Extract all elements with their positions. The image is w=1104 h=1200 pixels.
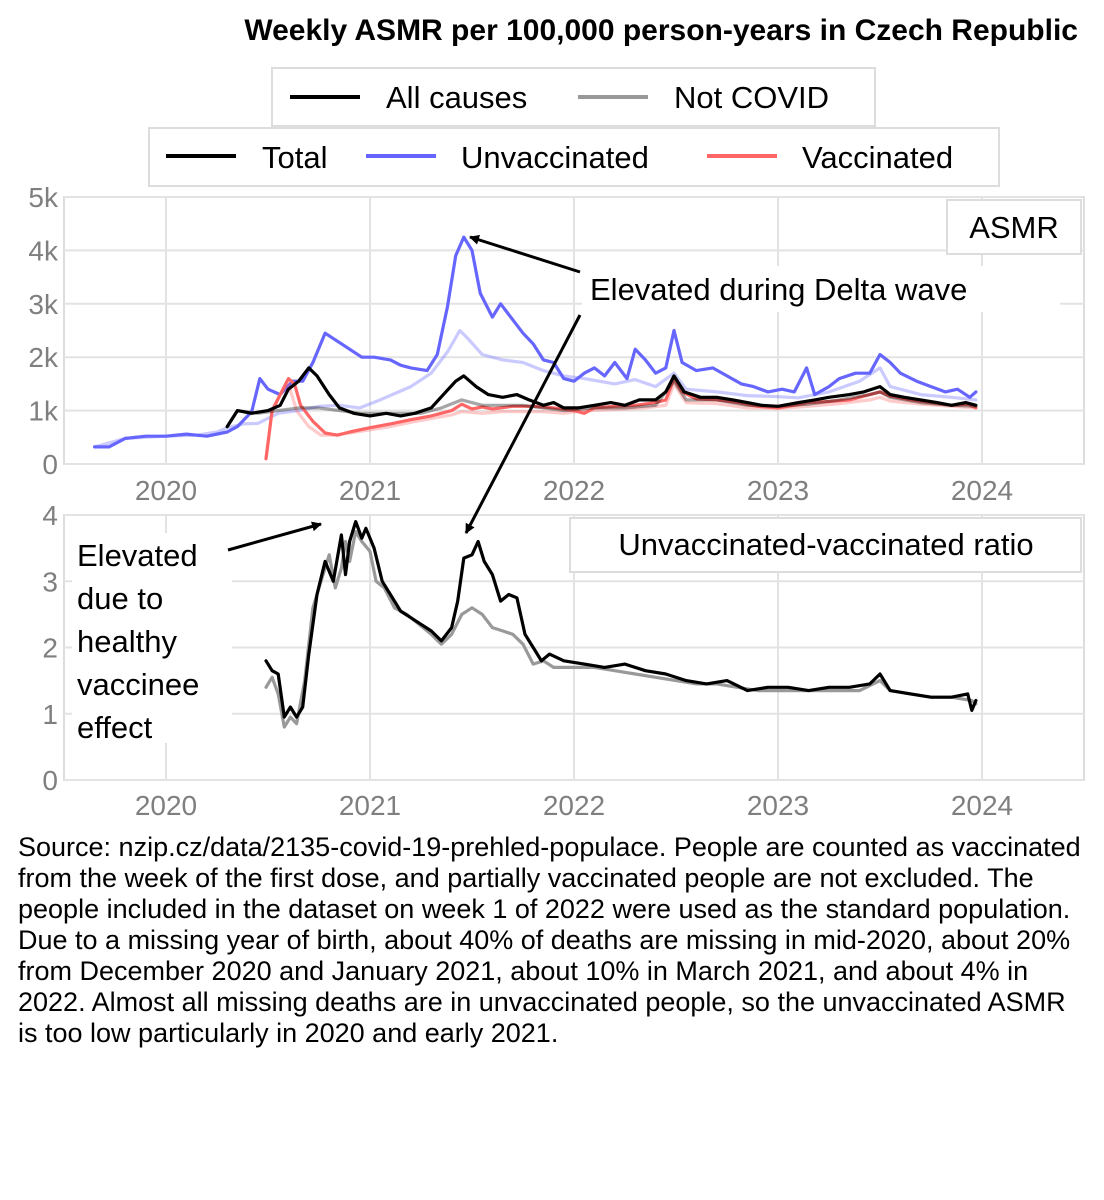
y-tick-label: 3k bbox=[28, 289, 59, 320]
panel-ratio-x-ticks: 2020 2021 2022 2023 2024 bbox=[135, 790, 1013, 821]
x-tick-label: 2023 bbox=[747, 790, 809, 821]
panel-ratio-series bbox=[264, 520, 978, 729]
annotation-delta-bg bbox=[582, 266, 1060, 312]
y-tick-label: 1k bbox=[28, 396, 59, 427]
x-tick-label: 2020 bbox=[135, 475, 197, 506]
all-causes-line bbox=[264, 520, 978, 719]
chart-canvas: All causes Not COVID Total Unvaccinated … bbox=[28, 67, 1085, 821]
total-not-covid-line bbox=[225, 379, 978, 429]
y-tick-label: 2 bbox=[42, 633, 58, 664]
legend-label-not-covid: Not COVID bbox=[674, 80, 829, 115]
y-tick-label: 2k bbox=[28, 342, 59, 373]
panel-ratio: 0 1 2 3 4 2020 2021 2022 2023 2024 Unvaccinated-… bbox=[42, 500, 1085, 821]
annotation-delta-text: Elevated during Delta wave bbox=[590, 272, 967, 307]
x-tick-label: 2020 bbox=[135, 790, 197, 821]
y-tick-label: 3 bbox=[42, 566, 58, 597]
annotation-delta-arrow-bottom bbox=[464, 314, 582, 534]
y-tick-label: 1 bbox=[42, 699, 58, 730]
legend-label-vaccinated: Vaccinated bbox=[802, 140, 953, 175]
unvaccinated-not-covid-line bbox=[93, 328, 978, 449]
y-tick-label: 0 bbox=[42, 765, 58, 796]
y-tick-label: 4k bbox=[28, 235, 59, 266]
legend-label-all-causes: All causes bbox=[386, 80, 527, 115]
legend-label-unvaccinated: Unvaccinated bbox=[461, 140, 649, 175]
annotation-hve-arrow bbox=[227, 521, 322, 552]
annotation-hve-bg bbox=[72, 533, 232, 743]
panel-ratio-y-ticks: 0 1 2 3 4 bbox=[42, 500, 58, 796]
annotation-hve-line-1: Elevated bbox=[77, 538, 198, 573]
legend-cause: All causes Not COVID bbox=[271, 67, 876, 127]
legend-label-total: Total bbox=[262, 140, 327, 175]
vaccinated-not-covid-line bbox=[264, 382, 978, 461]
x-tick-label: 2024 bbox=[951, 790, 1013, 821]
panel-asmr-y-ticks: 0 1k 2k 3k 4k 5k bbox=[28, 182, 59, 480]
legend-cause-box bbox=[271, 67, 876, 127]
panel-asmr-label-box bbox=[946, 199, 1082, 255]
panel-asmr-series bbox=[93, 235, 978, 461]
panel-ratio-label-box bbox=[569, 517, 1082, 573]
panel-ratio-label: Unvaccinated-vaccinated ratio bbox=[618, 527, 1033, 562]
panel-asmr-x-ticks: 2020 2021 2022 2023 2024 bbox=[135, 475, 1013, 506]
annotation-hve-line-2: due to bbox=[77, 581, 163, 616]
total-all-causes-line bbox=[225, 366, 978, 429]
panel-asmr-grid bbox=[64, 196, 1084, 465]
y-tick-label: 5k bbox=[28, 182, 59, 213]
panel-asmr: 0 1k 2k 3k 4k 5k 2020 2021 2022 2023 2024 ASMR bbox=[28, 182, 1085, 506]
x-tick-label: 2022 bbox=[543, 790, 605, 821]
vaccinated-all-causes-line bbox=[264, 377, 978, 461]
legend-group: Total Unvaccinated Vaccinated bbox=[148, 127, 1000, 187]
y-tick-label: 0 bbox=[42, 449, 58, 480]
x-tick-label: 2022 bbox=[543, 475, 605, 506]
annotation-hve-line-4: vaccinee bbox=[77, 667, 199, 702]
annotation-delta: Elevated during Delta wave bbox=[464, 234, 1060, 534]
chart-title: Weekly ASMR per 100,000 person-years in … bbox=[244, 14, 1078, 47]
x-tick-label: 2023 bbox=[747, 475, 809, 506]
annotation-hve: Elevated due to healthy vaccinee effect bbox=[72, 521, 322, 745]
x-tick-label: 2024 bbox=[951, 475, 1013, 506]
legend-group-box bbox=[148, 127, 1000, 187]
annotation-hve-line-5: effect bbox=[77, 710, 153, 745]
source-note: Source: nzip.cz/data/2135-covid-19-prehl… bbox=[18, 832, 1081, 1048]
annotation-hve-line-3: healthy bbox=[77, 624, 177, 659]
x-tick-label: 2021 bbox=[339, 790, 401, 821]
annotation-delta-arrow-top bbox=[469, 234, 581, 274]
panel-asmr-label: ASMR bbox=[969, 210, 1059, 245]
x-tick-label: 2021 bbox=[339, 475, 401, 506]
y-tick-label: 4 bbox=[42, 500, 58, 531]
